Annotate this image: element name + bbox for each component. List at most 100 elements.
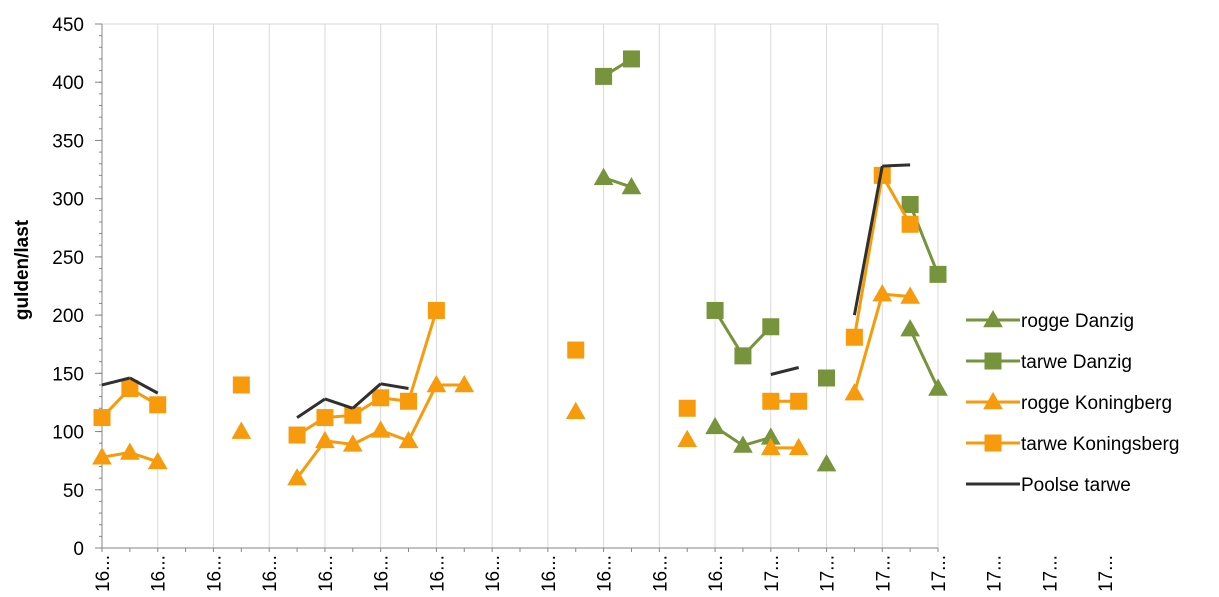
series-line-segment [407,384,438,442]
legend-item: tarwe Danzig [966,352,1132,373]
y-tick-label: 0 [73,539,84,560]
data-point [121,379,139,397]
legend-label: Poolse tarwe [1021,475,1131,496]
x-tick-label: 17... [762,555,783,592]
plot-area [101,23,939,549]
y-tick-label: 350 [52,131,84,152]
series-line-segment [351,382,382,410]
series-line-segment [296,397,326,419]
data-point [231,421,252,439]
y-tick-label: 200 [52,306,84,327]
data-point [398,430,419,449]
data-point [149,396,167,414]
data-point [760,427,781,445]
y-tick-label: 100 [52,423,84,444]
data-point [595,67,613,85]
data-point [734,347,752,365]
x-tick-label: 17... [1040,555,1061,592]
data-point [92,447,112,465]
data-point [316,409,334,427]
series-line-segment [380,382,409,390]
y-tick-label: 400 [52,73,84,94]
series-line-segment [770,366,800,376]
x-tick-label: 16... [539,555,560,592]
legend-item: tarwe Koningsberg [966,434,1179,455]
y-tick-label: 50 [63,481,84,502]
legend-label: rogge Koningberg [1021,393,1172,414]
data-point [342,434,363,452]
legend-marker [984,434,1002,452]
data-point [372,389,390,407]
x-tick-label: 17... [873,555,894,592]
data-point [818,369,836,387]
legend-label: tarwe Danzig [1021,352,1132,373]
x-tick-label: 17... [929,555,950,592]
data-point [900,286,920,304]
series-line-segment [908,203,940,275]
data-point [872,284,893,302]
data-point [844,383,865,401]
x-tick-label: 16... [204,555,225,592]
y-tick-label: 300 [52,190,84,211]
x-tick-label: 16... [372,555,393,592]
data-point [705,416,725,435]
y-tick-label: 450 [52,15,84,36]
data-point [427,301,445,319]
data-point [678,399,696,417]
data-point [120,442,140,460]
series-tarwe-koningsberg [93,166,919,444]
x-tick-label: 16... [93,555,114,592]
y-axis-title-text: gulden/last [12,219,33,321]
data-point [565,401,586,420]
legend-label: rogge Danzig [1021,311,1134,332]
series-tarwe-danzig [595,50,947,387]
y-tick-label: 250 [52,248,84,269]
x-tick-label: 17... [1096,555,1117,592]
series-line-segment [882,163,911,168]
data-point [816,454,837,472]
x-tick-label: 16... [427,555,448,592]
x-tick-label: 16... [483,555,504,592]
data-point [370,420,391,438]
data-point [622,50,640,68]
data-point [733,435,753,453]
series-line-segment [129,376,159,395]
series-line-segment [101,376,131,387]
data-point [344,406,362,424]
data-point [788,437,809,456]
data-point [901,195,919,213]
data-point [762,318,780,336]
data-point [287,468,307,486]
legend-marker [983,391,1003,410]
series-rogge-koningberg [92,284,920,486]
legend-item: rogge Koningberg [966,391,1172,414]
x-tick-label: 16... [260,555,281,592]
data-point [93,409,111,427]
data-point [426,374,447,393]
data-point [845,328,863,346]
data-point [873,166,891,184]
data-point [760,437,781,456]
x-tick-label: 16... [595,555,616,592]
data-point [706,301,724,319]
y-axis-title: gulden/last [8,140,38,400]
data-point [901,215,919,233]
data-point [593,167,614,185]
data-point [929,265,947,283]
series-line-segment [852,175,884,338]
series-line-segment [324,397,354,410]
data-point [288,426,306,444]
data-point [928,378,948,396]
legend-marker [983,309,1003,328]
legend-marker [984,352,1002,370]
data-point [315,430,335,449]
data-point [790,392,808,410]
x-tick-label: 16... [316,555,337,592]
data-point [400,392,418,410]
series-line-segment [852,165,884,316]
legend-label: tarwe Koningsberg [1021,434,1179,455]
x-tick-label: 16... [149,555,170,592]
series-rogge-danzig [593,167,948,472]
data-point [900,319,920,337]
